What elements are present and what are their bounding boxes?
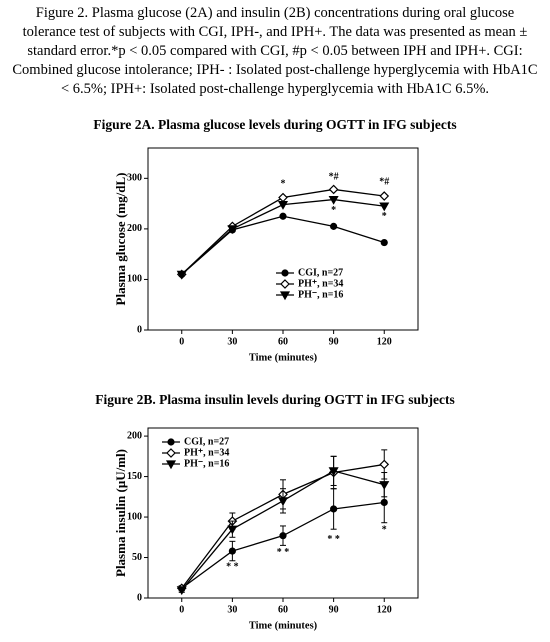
y-tick-label: 100: [127, 511, 142, 522]
marker: [176, 586, 187, 596]
annotation: *: [382, 211, 387, 222]
legend-marker: [167, 438, 175, 446]
x-tick-label: 30: [227, 336, 237, 347]
marker: [279, 212, 287, 220]
legend-marker: [281, 269, 289, 277]
legend-label: PH⁻, n=16: [184, 458, 229, 469]
annotation: * *: [277, 547, 290, 558]
marker: [380, 498, 388, 507]
x-tick-label: 60: [278, 336, 288, 347]
legend-label: CGI, n=27: [298, 267, 343, 278]
y-tick-label: 100: [127, 274, 142, 285]
legend-marker: [166, 448, 176, 458]
plot-frame: [147, 147, 419, 331]
x-tick-label: 0: [179, 604, 184, 615]
y-axis-label: Plasma insulin (μU/ml): [113, 449, 128, 577]
marker: [328, 184, 339, 195]
marker: [328, 467, 339, 477]
annotation: * *: [226, 562, 239, 573]
marker: [227, 225, 238, 235]
marker: [328, 195, 339, 205]
annotation: *: [281, 179, 286, 190]
chart-title: Figure 2A. Plasma glucose levels during …: [93, 117, 456, 132]
marker: [227, 525, 238, 535]
marker: [278, 192, 288, 203]
marker: [277, 497, 289, 507]
x-tick-label: 60: [278, 604, 288, 615]
x-tick-label: 120: [377, 336, 392, 347]
x-tick-label: 30: [227, 604, 237, 615]
y-tick-label: 200: [127, 430, 142, 441]
marker: [379, 481, 390, 490]
marker: [379, 191, 390, 201]
annotation: *#: [329, 172, 339, 183]
y-tick-label: 150: [127, 471, 142, 482]
marker: [176, 270, 187, 280]
x-tick-label: 90: [329, 604, 339, 615]
legend-label: PH⁻, n=16: [298, 289, 343, 300]
marker: [228, 547, 236, 555]
legend-label: PH⁺, n=34: [298, 278, 343, 289]
marker: [330, 222, 338, 230]
marker: [379, 202, 390, 212]
legend-marker: [280, 279, 290, 289]
x-axis-label: Time (minutes): [249, 352, 318, 363]
legend-label: PH⁺, n=34: [184, 447, 229, 458]
marker: [330, 505, 338, 513]
y-tick-label: 0: [137, 324, 142, 335]
legend-marker: [279, 291, 291, 301]
y-tick-label: 300: [127, 173, 142, 184]
y-tick-label: 50: [132, 552, 142, 563]
y-axis-label: Plasma glucose (mg/dL): [113, 173, 128, 306]
marker: [380, 238, 388, 247]
x-axis-label: Time (minutes): [249, 620, 318, 631]
chart-title: Figure 2B. Plasma insulin levels during …: [95, 392, 455, 407]
annotation: *: [382, 524, 387, 535]
marker: [379, 459, 390, 470]
series-line: [181, 198, 385, 275]
legend-label: CGI, n=27: [184, 436, 229, 447]
marker: [277, 201, 289, 210]
x-tick-label: 90: [329, 336, 339, 347]
y-tick-label: 0: [137, 592, 142, 603]
x-tick-label: 0: [179, 336, 184, 347]
marker: [279, 532, 287, 540]
annotation: * *: [327, 534, 340, 545]
x-tick-label: 120: [377, 604, 392, 615]
annotation: *#: [379, 177, 389, 188]
caption: Figure 2. Plasma glucose (2A) and insuli…: [12, 5, 538, 97]
legend-marker: [165, 460, 177, 470]
y-tick-label: 200: [127, 223, 142, 234]
annotation: *: [331, 205, 336, 216]
